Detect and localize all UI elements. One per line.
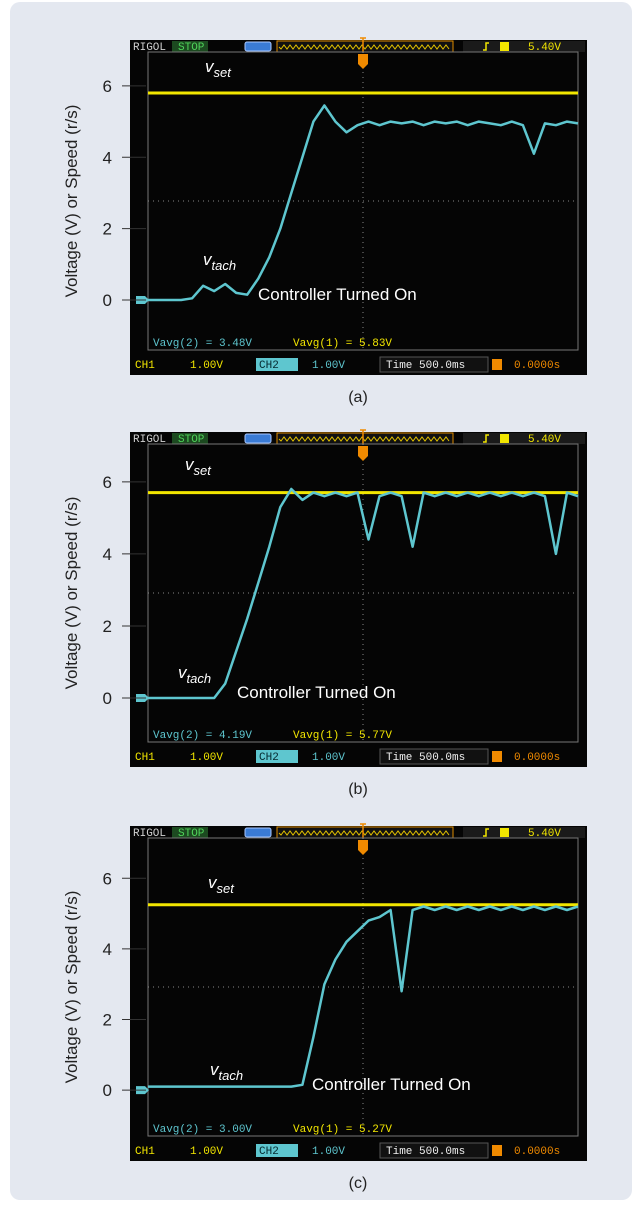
ch1-scale: 1.00V — [190, 1146, 223, 1158]
y-tick-label: 6 — [103, 869, 112, 888]
scope-screen — [130, 826, 587, 1161]
caption: (c) — [349, 1175, 368, 1192]
caption: (a) — [348, 389, 368, 406]
y-axis-label: Voltage (V) or Speed (r/s) — [62, 497, 81, 690]
y-tick-label: 4 — [103, 940, 112, 959]
measurement: Vavg(2) = 3.00V — [153, 1124, 252, 1136]
y-tick-label: 4 — [103, 545, 112, 564]
caption: (b) — [348, 781, 368, 798]
y-tick-label: 0 — [103, 689, 112, 708]
scope-screen — [130, 432, 587, 767]
y-axis-label: Voltage (V) or Speed (r/s) — [62, 105, 81, 298]
ch2-label: CH2 — [259, 1146, 279, 1158]
ch2-scale: 1.00V — [312, 752, 345, 764]
measurement: Vavg(1) = 5.77V — [293, 730, 392, 742]
trigger-offset: 0.0000s — [514, 752, 560, 764]
timebase: Time 500.0ms — [386, 752, 465, 764]
y-tick-label: 2 — [103, 617, 112, 636]
ch1-scale: 1.00V — [190, 752, 223, 764]
ch2-label: CH2 — [259, 360, 279, 372]
measurement: Vavg(1) = 5.83V — [293, 338, 392, 350]
trigger-box — [463, 827, 585, 838]
ch2-scale: 1.00V — [312, 1146, 345, 1158]
ch1-label: CH1 — [135, 1146, 155, 1158]
y-tick-label: 2 — [103, 220, 112, 239]
ch2-label: CH2 — [259, 752, 279, 764]
figure: RIGOLSTOP5.40VVavg(2) = 3.48VVavg(1) = 5… — [0, 0, 642, 1205]
memory-icon — [245, 434, 271, 443]
annotation: Controller Turned On — [258, 285, 417, 304]
source-icon — [500, 828, 509, 837]
y-tick-label: 6 — [103, 473, 112, 492]
ch2-scale: 1.00V — [312, 360, 345, 372]
trigger-offset: 0.0000s — [514, 360, 560, 372]
measurement: Vavg(2) = 3.48V — [153, 338, 252, 350]
timebase: Time 500.0ms — [386, 1146, 465, 1158]
memory-icon — [245, 42, 271, 51]
y-tick-label: 0 — [103, 291, 112, 310]
trigger-box — [463, 41, 585, 52]
timebase: Time 500.0ms — [386, 360, 465, 372]
offset-icon — [492, 1145, 502, 1156]
trigger-offset: 0.0000s — [514, 1146, 560, 1158]
y-tick-label: 2 — [103, 1010, 112, 1029]
annotation: Controller Turned On — [237, 683, 396, 702]
source-icon — [500, 42, 509, 51]
ch1-label: CH1 — [135, 752, 155, 764]
measurement: Vavg(2) = 4.19V — [153, 730, 252, 742]
memory-icon — [245, 828, 271, 837]
offset-icon — [492, 751, 502, 762]
annotation: Controller Turned On — [312, 1075, 471, 1094]
source-icon — [500, 434, 509, 443]
ch1-scale: 1.00V — [190, 360, 223, 372]
y-tick-label: 4 — [103, 148, 112, 167]
y-tick-label: 0 — [103, 1081, 112, 1100]
scope-screen — [130, 40, 587, 375]
y-axis-label: Voltage (V) or Speed (r/s) — [62, 891, 81, 1084]
ch1-label: CH1 — [135, 360, 155, 372]
trigger-box — [463, 433, 585, 444]
offset-icon — [492, 359, 502, 370]
measurement: Vavg(1) = 5.27V — [293, 1124, 392, 1136]
y-tick-label: 6 — [103, 77, 112, 96]
